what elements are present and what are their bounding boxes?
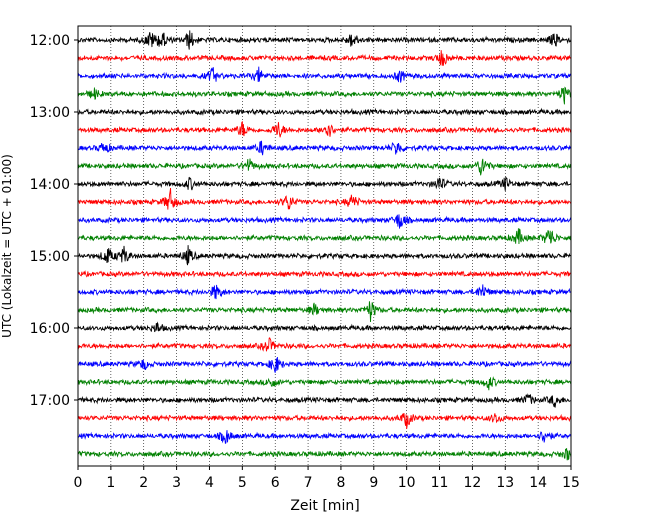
seismic-trace-19 (77, 376, 572, 391)
grid-layer (110, 26, 539, 466)
seismic-trace-3 (77, 86, 572, 105)
plot-frame (77, 25, 572, 467)
x-tick-label: 4 (205, 475, 214, 491)
x-tick-label: 2 (139, 475, 148, 491)
trace-layer (77, 30, 572, 461)
y-tick-layer: 12:00 13:00 14:00 15:00 16:00 17:00 (30, 33, 78, 409)
seismic-trace-13 (77, 269, 572, 279)
y-tick-label: 13:00 (30, 105, 70, 121)
x-tick-label: 1 (106, 475, 115, 491)
seismic-trace-6 (77, 140, 572, 156)
seismic-trace-9 (77, 187, 572, 210)
x-tick-label: 10 (398, 475, 416, 491)
seismic-trace-16 (77, 321, 572, 333)
x-tick-layer: 0 1 2 3 4 5 6 7 8 9 10 11 12 13 14 15 (74, 466, 580, 491)
seismic-trace-1 (77, 50, 572, 66)
y-tick-label: 14:00 (30, 177, 70, 193)
y-tick-label: 16:00 (30, 321, 70, 337)
y-tick-label: 17:00 (30, 393, 70, 409)
seismic-trace-0 (77, 30, 572, 50)
seismic-trace-17 (77, 337, 572, 352)
y-axis-label: UTC (Lokalzeit = UTC + 01:00) (0, 154, 14, 338)
seismic-trace-4 (77, 107, 572, 117)
x-tick-label: 8 (336, 475, 345, 491)
x-tick-label: 5 (238, 475, 247, 491)
x-tick-label: 3 (172, 475, 181, 491)
seismic-trace-23 (77, 448, 572, 461)
x-axis-label: Zeit [min] (290, 498, 359, 514)
seismic-trace-2 (77, 66, 572, 83)
seismic-trace-14 (77, 284, 572, 300)
x-tick-label: 6 (271, 475, 280, 491)
seismic-trace-12 (77, 245, 572, 266)
seismic-trace-5 (77, 120, 572, 138)
x-tick-label: 14 (529, 475, 547, 491)
seismic-trace-15 (77, 301, 572, 322)
y-tick-label: 15:00 (30, 249, 70, 265)
seismic-trace-21 (77, 413, 572, 430)
x-tick-label: 7 (304, 475, 313, 491)
x-tick-label: 12 (463, 475, 481, 491)
seismic-trace-22 (77, 430, 572, 445)
x-tick-label: 0 (74, 475, 83, 491)
seismic-trace-8 (77, 176, 572, 191)
x-tick-label: 15 (562, 475, 580, 491)
seismic-trace-18 (77, 357, 572, 373)
seismic-trace-10 (77, 214, 572, 229)
y-tick-label: 12:00 (30, 33, 70, 49)
seismic-trace-7 (77, 158, 572, 176)
seismic-trace-11 (77, 228, 572, 244)
seismic-trace-20 (77, 393, 572, 408)
x-tick-label: 9 (369, 475, 378, 491)
x-tick-label: 11 (431, 475, 449, 491)
x-tick-label: 13 (496, 475, 514, 491)
